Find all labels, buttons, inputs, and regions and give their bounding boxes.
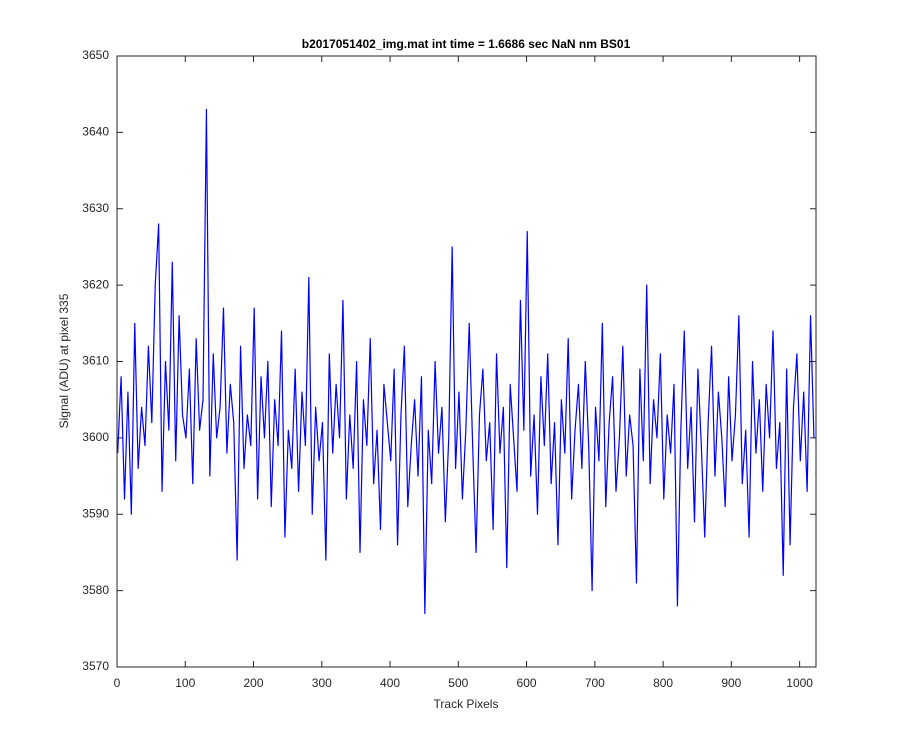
chart-title: b2017051402_img.mat int time = 1.6686 se… [302,37,631,51]
data-line [117,108,815,615]
y-axis-label: Signal (ADU) at pixel 335 [57,293,71,428]
x-tick-label: 500 [448,676,468,690]
x-tick-label: 200 [244,676,264,690]
x-tick-label: 900 [721,676,741,690]
y-tick-label: 3610 [82,354,109,368]
x-tick-label: 300 [312,676,332,690]
x-tick-label: 100 [175,676,195,690]
y-tick-label: 3650 [82,48,109,62]
x-tick-label: 700 [585,676,605,690]
y-tick-label: 3620 [82,277,109,291]
x-tick-label: 800 [653,676,673,690]
x-tick-label: 0 [114,676,121,690]
y-tick-label: 3580 [82,583,109,597]
x-axis-label: Track Pixels [434,697,499,711]
y-tick-label: 3590 [82,506,109,520]
x-tick-label: 400 [380,676,400,690]
plot-area [116,55,817,668]
x-tick-label: 600 [517,676,537,690]
y-tick-label: 3600 [82,430,109,444]
y-tick-label: 3630 [82,201,109,215]
x-tick-label: 1000 [786,676,813,690]
y-tick-label: 3640 [82,125,109,139]
y-tick-label: 3570 [82,659,109,673]
